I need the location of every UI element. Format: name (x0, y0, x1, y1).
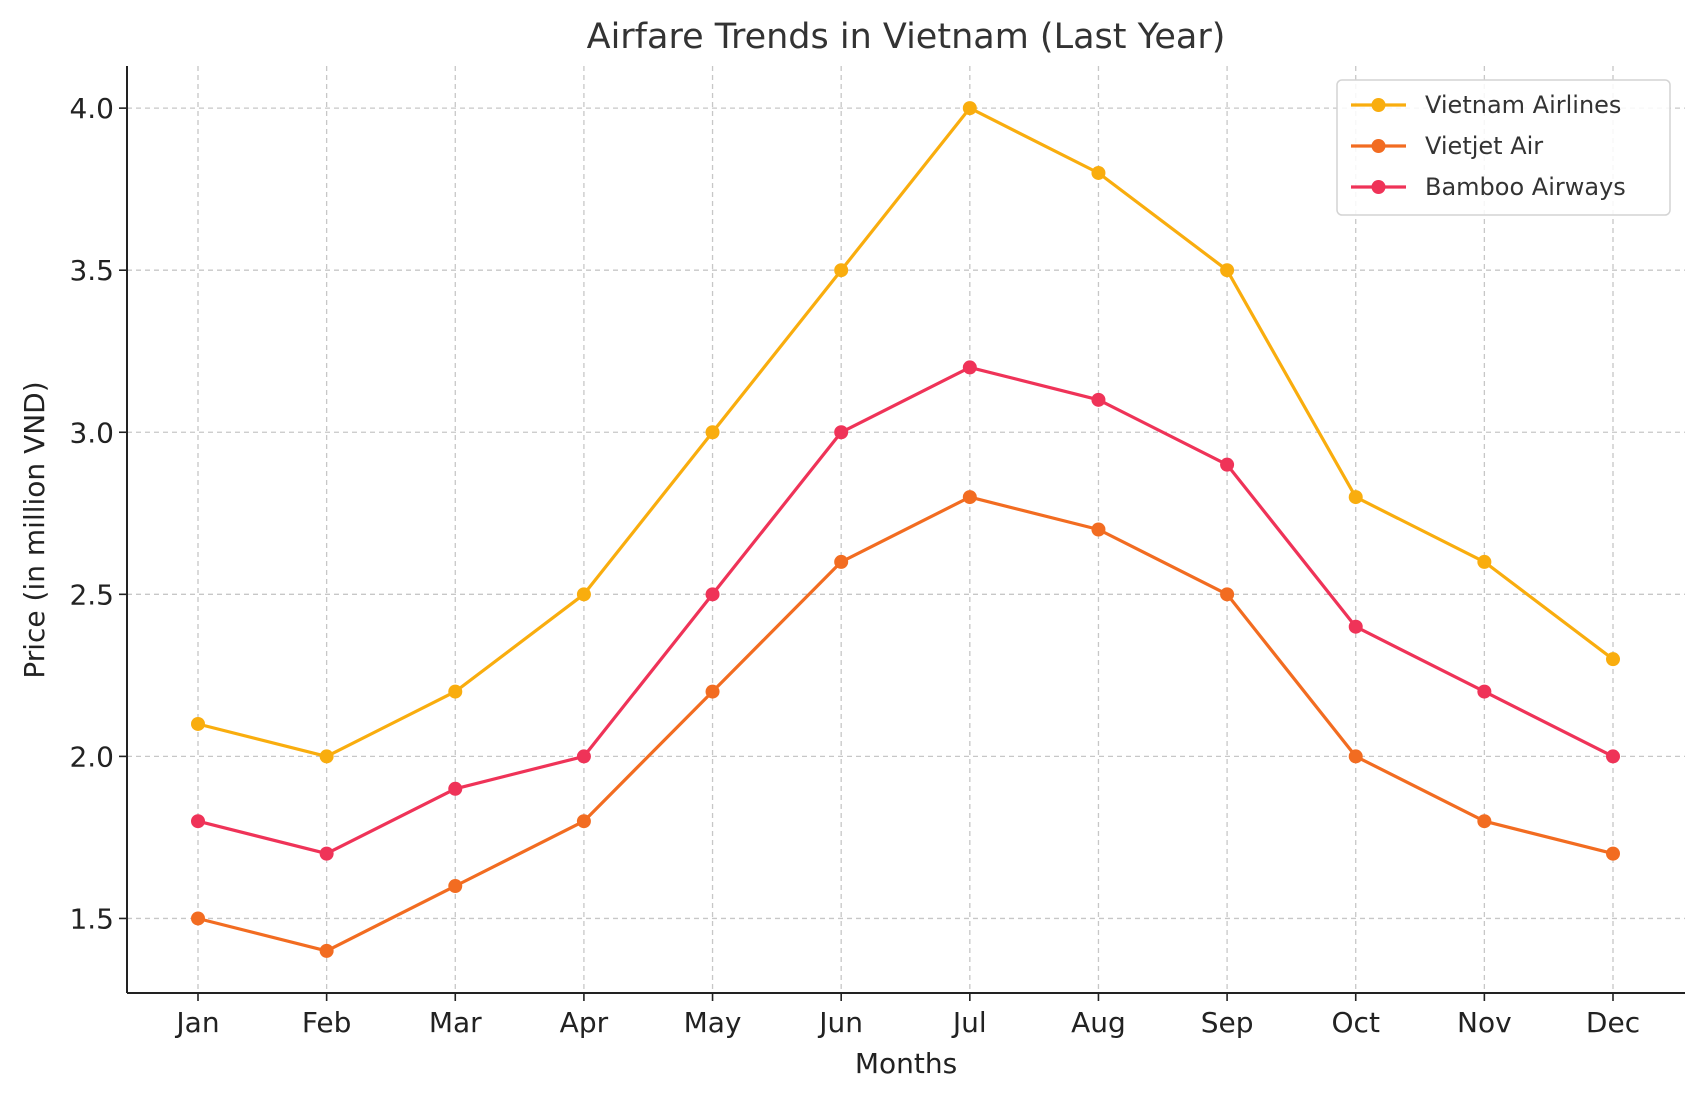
x-tick-label: Mar (429, 1006, 482, 1039)
data-point-vietjet-air (319, 943, 334, 958)
legend-label: Bamboo Airways (1425, 173, 1626, 201)
series-line-vietnam-airlines (196, 106, 1615, 759)
legend: Vietnam Airlines Vietjet Air Bamboo Airway… (1336, 79, 1671, 216)
data-point-bamboo-airways (1091, 392, 1106, 407)
legend-item-vietnam-airlines: Vietnam Airlines (1351, 91, 1621, 119)
legend-swatch-marker (1371, 98, 1386, 112)
series-line-vietjet-air (196, 495, 1615, 953)
y-tick-label: 3.0 (69, 416, 114, 449)
x-tick-label: Nov (1457, 1006, 1512, 1039)
data-point-vietjet-air (1606, 846, 1620, 861)
legend-label: Vietjet Air (1425, 132, 1543, 160)
data-point-vietnam-airlines (1477, 554, 1492, 569)
legend-frame (1336, 79, 1671, 216)
x-tick-label: Jun (817, 1006, 863, 1039)
data-point-vietjet-air (576, 814, 591, 829)
series-layer (191, 101, 1620, 958)
data-point-bamboo-airways (962, 360, 977, 375)
data-point-vietnam-airlines (1091, 165, 1106, 180)
data-point-vietnam-airlines (834, 263, 849, 278)
legend-item-vietjet-air: Vietjet Air (1351, 132, 1543, 160)
data-point-bamboo-airways (1220, 457, 1235, 472)
y-tick-label: 2.5 (69, 578, 114, 611)
series-bamboo-airways (191, 360, 1620, 861)
data-point-vietjet-air (962, 490, 977, 505)
y-tick-label: 2.0 (69, 740, 114, 773)
y-axis-label: Price (in million VND) (18, 381, 51, 678)
data-point-vietnam-airlines (448, 684, 463, 699)
data-point-vietjet-air (1477, 814, 1492, 829)
chart-title: Airfare Trends in Vietnam (Last Year) (587, 17, 1226, 57)
series-vietjet-air (191, 490, 1620, 958)
data-point-vietnam-airlines (576, 587, 591, 602)
data-point-vietnam-airlines (962, 101, 977, 116)
data-point-bamboo-airways (705, 587, 720, 602)
data-point-vietjet-air (1091, 522, 1106, 537)
data-point-bamboo-airways (1606, 749, 1620, 764)
data-point-bamboo-airways (191, 814, 205, 829)
x-tick-label: Oct (1332, 1006, 1380, 1039)
data-point-vietjet-air (448, 879, 463, 894)
data-point-vietjet-air (834, 554, 849, 569)
data-point-vietnam-airlines (1606, 652, 1620, 667)
y-tick-label: 3.5 (69, 254, 114, 287)
data-point-vietjet-air (191, 911, 205, 926)
x-tick-label: Jul (951, 1006, 987, 1039)
y-tick-label: 4.0 (69, 92, 114, 125)
data-point-vietjet-air (1220, 587, 1235, 602)
legend-swatch-marker (1371, 180, 1386, 194)
ticks: Jan Feb Mar Apr May Jun Jul Aug Sep Oct Nov Dec 1.5 2… (69, 92, 1640, 1039)
data-point-bamboo-airways (576, 749, 591, 764)
legend-label: Vietnam Airlines (1425, 91, 1621, 119)
x-tick-label: Feb (302, 1006, 352, 1039)
data-point-vietjet-air (1348, 749, 1363, 764)
data-point-vietnam-airlines (705, 425, 720, 440)
data-point-vietnam-airlines (319, 749, 334, 764)
legend-swatch-marker (1371, 139, 1386, 153)
data-point-vietnam-airlines (1220, 263, 1235, 278)
x-tick-label: Jan (174, 1006, 219, 1039)
x-tick-label: Apr (560, 1006, 609, 1039)
data-point-vietnam-airlines (1348, 490, 1363, 505)
y-tick-label: 1.5 (69, 902, 114, 935)
data-point-vietjet-air (705, 684, 720, 699)
x-tick-label: Aug (1071, 1006, 1126, 1039)
series-vietnam-airlines (191, 101, 1620, 764)
data-point-vietnam-airlines (191, 716, 205, 731)
series-line-bamboo-airways (196, 365, 1615, 856)
data-point-bamboo-airways (319, 846, 334, 861)
x-axis-label: Months (855, 1047, 957, 1080)
x-tick-label: Dec (1586, 1006, 1640, 1039)
data-point-bamboo-airways (448, 781, 463, 796)
data-point-bamboo-airways (834, 425, 849, 440)
data-point-bamboo-airways (1477, 684, 1492, 699)
axes (126, 66, 1685, 994)
legend-item-bamboo-airways: Bamboo Airways (1351, 173, 1626, 201)
data-point-bamboo-airways (1348, 619, 1363, 634)
x-tick-label: May (684, 1006, 742, 1039)
x-tick-label: Sep (1201, 1006, 1254, 1039)
